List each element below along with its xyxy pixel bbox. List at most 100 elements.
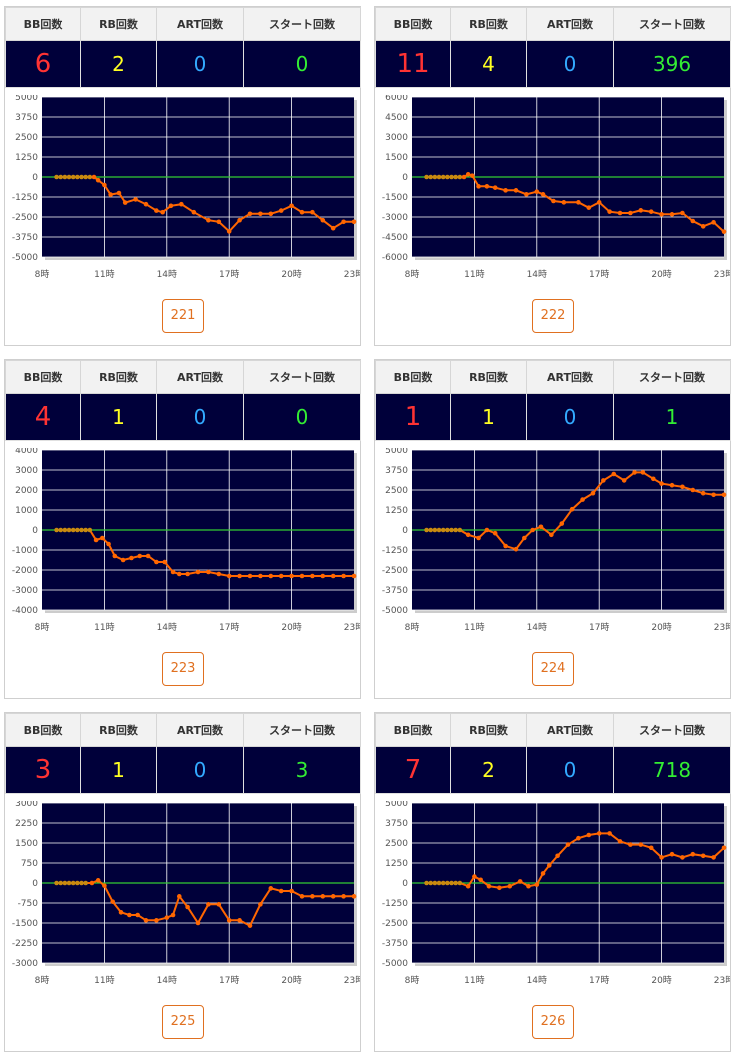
data-point [436,880,442,886]
y-tick-label: -5000 [12,253,38,263]
machine-number-button[interactable]: 223 [162,652,204,686]
y-tick-label: 4000 [15,448,38,456]
y-tick-label: -3750 [382,586,408,596]
x-tick-label: 8時 [405,269,420,280]
data-point [690,487,696,493]
data-point [54,174,59,180]
y-tick-label: 0 [402,526,408,536]
x-tick-label: 17時 [589,975,609,986]
data-point [465,172,471,177]
data-point [424,174,429,180]
machine-number-button[interactable]: 221 [162,299,204,333]
data-point [680,210,685,216]
data-point [75,174,80,180]
data-point [428,174,434,180]
data-point [118,910,124,915]
data-point [524,192,529,197]
data-point [432,174,438,180]
y-tick-label: -3750 [382,939,408,949]
data-point [522,535,527,541]
start-header: スタート回数 [243,7,361,41]
y-tick-label: 2000 [15,486,38,496]
y-tick-label: -2250 [12,939,38,949]
data-point [58,174,64,180]
data-point [546,863,552,868]
data-point [513,188,519,193]
start-header: スタート回数 [613,360,731,394]
machine-number-button[interactable]: 224 [532,652,574,686]
data-point [700,224,706,229]
machine-number-button[interactable]: 222 [532,299,574,333]
data-point [87,527,93,533]
rb-header: RB回数 [450,7,527,41]
data-point [95,177,101,183]
data-point [268,573,274,579]
start-count: 3 [243,746,361,794]
x-tick-label: 20時 [281,622,301,633]
data-point [127,912,132,918]
data-point [62,527,68,533]
y-tick-label: -5000 [382,959,408,969]
data-point [116,190,122,196]
data-point [320,894,326,899]
data-point [95,878,101,883]
stats-table: BB回数 RB回数 ART回数 スタート回数 6 2 0 0 [5,7,361,88]
data-point [102,883,107,888]
profit-line-chart: 3000 2250 1500 750 0 -750 -1500 -2250 -3000 8時 11時… [12,801,360,986]
data-point [299,894,305,899]
bb-header: BB回数 [375,360,451,394]
profit-line-chart: 6000 4500 3000 1500 0 -1500 -3000 -4500 -6000 8時 1… [382,95,730,280]
x-tick-label: 23時 [714,622,730,633]
art-count: 0 [156,393,244,441]
data-point [507,883,513,889]
data-point [640,470,646,475]
machine-panel-225: BB回数 RB回数 ART回数 スタート回数 3 1 0 3 225 3000 2250 1500 75… [4,712,361,1052]
data-point [540,192,546,197]
data-point [569,506,575,512]
data-point [237,918,242,923]
data-point [143,918,149,923]
bb-header: BB回数 [375,713,451,747]
data-point [58,880,64,886]
data-point [669,851,675,857]
x-tick-label: 11時 [94,622,114,633]
data-point [476,535,481,541]
data-point [680,484,685,490]
machine-number-button[interactable]: 226 [532,1005,574,1039]
y-tick-label: -5000 [382,606,408,616]
data-point [54,880,59,886]
y-tick-label: 6000 [385,95,408,103]
y-tick-label: -1250 [382,546,408,556]
x-tick-label: 23時 [344,269,360,280]
data-point [330,573,336,579]
x-tick-label: 20時 [651,622,671,633]
data-point [428,527,434,533]
data-point [310,209,315,215]
data-point [484,184,490,189]
data-point [526,883,531,889]
x-tick-label: 14時 [527,975,547,986]
data-point [465,883,471,889]
data-point [503,188,508,193]
data-point [195,569,201,575]
data-point [176,571,182,577]
machine-panel-222: BB回数 RB回数 ART回数 スタート回数 11 4 0 396 222 6000 4500 300… [374,6,731,346]
x-tick-label: 20時 [281,269,301,280]
data-point [632,470,637,475]
machine-number-button[interactable]: 225 [162,1005,204,1039]
rb-header: RB回数 [80,360,157,394]
data-point [154,559,159,565]
rb-count: 4 [450,40,527,88]
data-point [137,553,143,559]
y-tick-label: -1500 [382,193,408,203]
rb-header: RB回数 [80,713,157,747]
y-tick-label: -750 [18,899,39,909]
data-point [484,527,490,533]
profit-line-chart: 5000 3750 2500 1250 0 -1250 -2500 -3750 -5000 8時 1… [382,448,730,633]
bb-count: 1 [375,393,451,441]
data-point [428,880,434,886]
data-point [108,192,113,197]
art-count: 0 [526,393,614,441]
art-header: ART回数 [526,7,614,41]
x-tick-label: 8時 [35,269,50,280]
